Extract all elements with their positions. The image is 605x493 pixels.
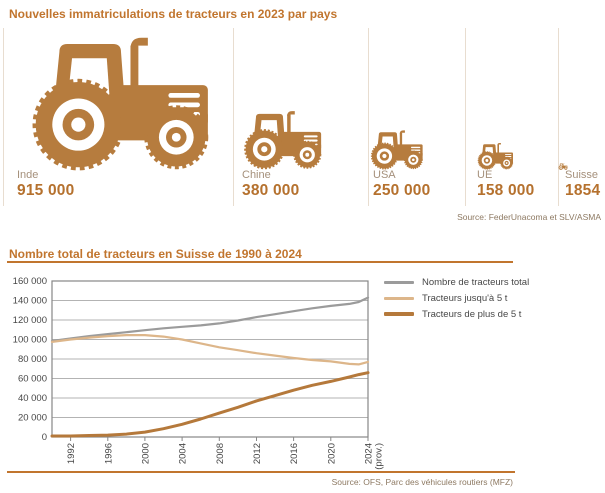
legend-item-total: Nombre de tracteurs total — [384, 274, 529, 290]
svg-text:160 000: 160 000 — [13, 276, 47, 287]
country-value: 380 000 — [242, 182, 300, 199]
title-underline — [7, 261, 513, 263]
tractor-icon-suisse — [558, 163, 568, 170]
country-name: USA — [373, 169, 396, 181]
column-divider — [3, 28, 4, 206]
svg-text:120 000: 120 000 — [13, 315, 47, 326]
legend-item-upto5t: Tracteurs jusqu'à 5 t — [384, 290, 529, 306]
svg-text:80 000: 80 000 — [18, 354, 47, 365]
column-divider — [233, 28, 234, 206]
svg-text:40 000: 40 000 — [18, 393, 47, 404]
svg-text:0: 0 — [42, 432, 47, 443]
country-name: Inde — [17, 169, 39, 181]
legend-label: Tracteurs de plus de 5 t — [422, 308, 522, 320]
legend-swatch-gray — [384, 280, 414, 284]
svg-text:(prov.): (prov.) — [374, 443, 385, 470]
svg-text:2020: 2020 — [326, 443, 337, 464]
bottom-chart-title: Nombre total de tracteurs en Suisse de 1… — [9, 247, 302, 261]
legend-label: Tracteurs jusqu'à 5 t — [422, 292, 508, 304]
legend-label: Nombre de tracteurs total — [422, 276, 530, 288]
chart-legend: Nombre de tracteurs total Tracteurs jusq… — [384, 274, 529, 322]
top-chart-source: Source: FederUnacoma et SLV/ASMA — [457, 212, 601, 222]
svg-text:60 000: 60 000 — [18, 374, 47, 385]
country-block-chine: Chine 380 000 — [242, 169, 299, 200]
country-block-usa: USA 250 000 — [373, 169, 430, 200]
svg-text:1992: 1992 — [66, 443, 77, 464]
country-value: 158 000 — [477, 182, 535, 199]
svg-text:20 000: 20 000 — [18, 413, 47, 424]
column-divider — [465, 28, 466, 206]
country-name: UE — [477, 169, 493, 181]
svg-text:100 000: 100 000 — [13, 335, 47, 346]
country-name: Chine — [242, 169, 271, 181]
country-block-suisse: Suisse 1854 — [565, 169, 600, 200]
svg-text:2012: 2012 — [252, 443, 263, 464]
line-chart: 0 20 000 40 000 60 000 80 000 100 000 120 000 1… — [13, 276, 385, 470]
country-value: 250 000 — [373, 182, 431, 199]
column-divider — [558, 28, 559, 206]
legend-swatch-brown — [384, 312, 414, 316]
svg-text:2008: 2008 — [215, 443, 226, 464]
svg-text:2000: 2000 — [140, 443, 151, 464]
country-block-ue: UE 158 000 — [477, 169, 534, 200]
tractor-icon-usa — [369, 129, 425, 170]
tractor-icon-chine — [241, 109, 325, 170]
svg-text:2016: 2016 — [289, 443, 300, 464]
legend-item-over5t: Tracteurs de plus de 5 t — [384, 306, 529, 322]
svg-text:2004: 2004 — [178, 443, 189, 464]
bottom-rule — [7, 471, 515, 473]
svg-text:140 000: 140 000 — [13, 296, 47, 307]
top-chart-title: Nouvelles immatriculations de tracteurs … — [9, 7, 338, 21]
country-block-inde: Inde 915 000 — [17, 169, 74, 200]
legend-swatch-tan — [384, 296, 414, 300]
svg-text:2024: 2024 — [364, 443, 375, 464]
svg-text:1996: 1996 — [103, 443, 114, 464]
tractor-icon-inde — [26, 33, 216, 172]
country-name: Suisse — [565, 169, 599, 181]
tractor-icon-ue — [476, 142, 515, 170]
bottom-chart-source: Source: OFS, Parc des véhicules routiers… — [331, 477, 513, 487]
country-value: 1854 — [565, 182, 601, 199]
column-divider — [368, 28, 369, 206]
country-value: 915 000 — [17, 182, 75, 199]
